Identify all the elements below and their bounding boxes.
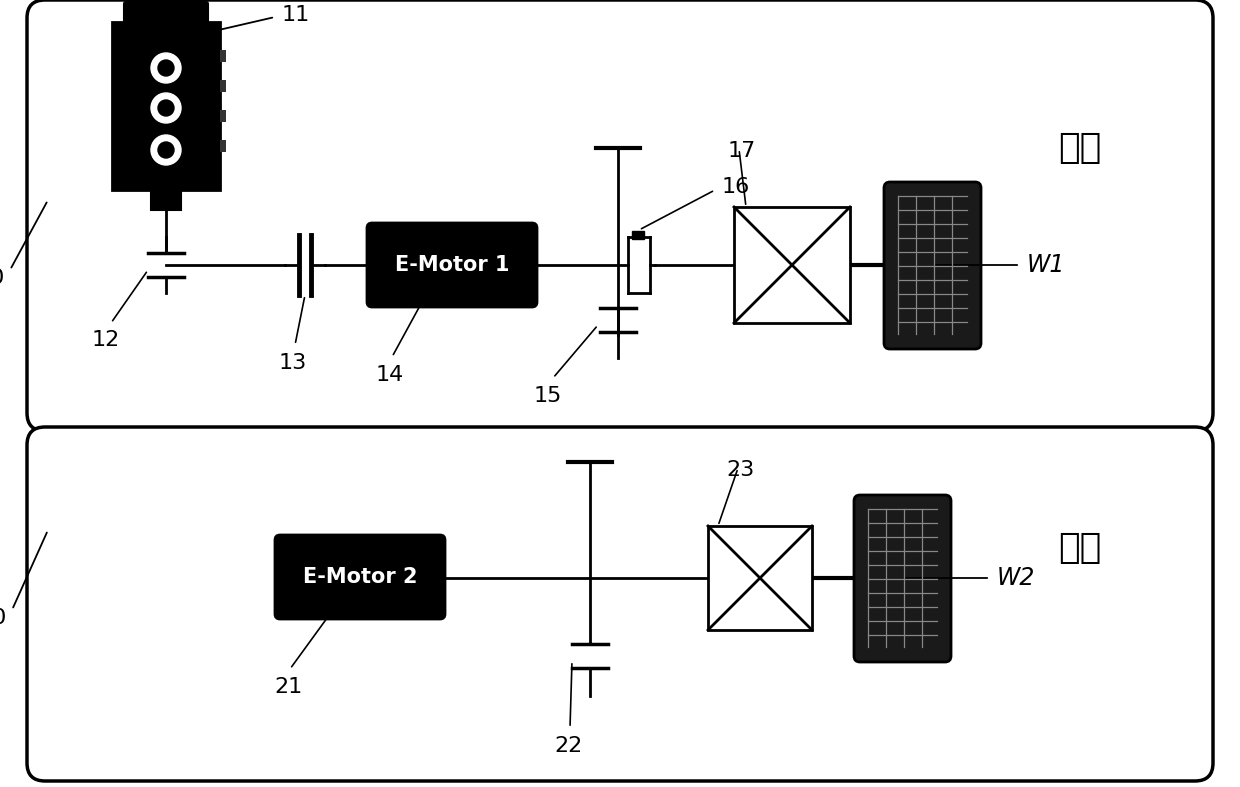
FancyBboxPatch shape (27, 0, 1213, 431)
FancyBboxPatch shape (112, 22, 219, 190)
Text: W1: W1 (1027, 253, 1065, 277)
Text: E-Motor 2: E-Motor 2 (303, 567, 417, 587)
Circle shape (157, 100, 174, 116)
Text: 14: 14 (376, 365, 404, 385)
FancyBboxPatch shape (854, 495, 951, 662)
FancyBboxPatch shape (884, 182, 981, 349)
Text: 15: 15 (533, 386, 562, 406)
Bar (734, 207, 849, 323)
Text: 21: 21 (274, 677, 303, 697)
Circle shape (151, 53, 181, 83)
Text: E-Motor 1: E-Motor 1 (394, 255, 510, 275)
Bar (219, 110, 226, 122)
Circle shape (151, 135, 181, 165)
Circle shape (157, 142, 174, 158)
Text: 17: 17 (728, 141, 756, 161)
Bar (708, 526, 812, 630)
Text: W2: W2 (997, 566, 1035, 590)
Text: 11: 11 (281, 5, 310, 25)
FancyBboxPatch shape (27, 427, 1213, 781)
Text: 10: 10 (0, 268, 5, 288)
Bar (632, 231, 644, 239)
Circle shape (144, 46, 188, 90)
Text: 后桥: 后桥 (1059, 531, 1101, 565)
Text: 13: 13 (279, 353, 308, 373)
Text: 16: 16 (722, 177, 750, 197)
Circle shape (144, 86, 188, 130)
Text: 前桥: 前桥 (1059, 131, 1101, 165)
Circle shape (157, 60, 174, 76)
FancyBboxPatch shape (275, 535, 445, 619)
Bar (219, 140, 226, 152)
Bar (219, 80, 226, 92)
FancyBboxPatch shape (124, 2, 208, 24)
Circle shape (151, 93, 181, 123)
Text: 20: 20 (0, 608, 7, 628)
FancyBboxPatch shape (367, 223, 537, 307)
Bar (219, 50, 226, 62)
Text: 22: 22 (554, 736, 582, 756)
Text: 23: 23 (725, 460, 754, 480)
Text: 12: 12 (92, 330, 120, 350)
Bar (151, 190, 181, 210)
Circle shape (144, 128, 188, 172)
